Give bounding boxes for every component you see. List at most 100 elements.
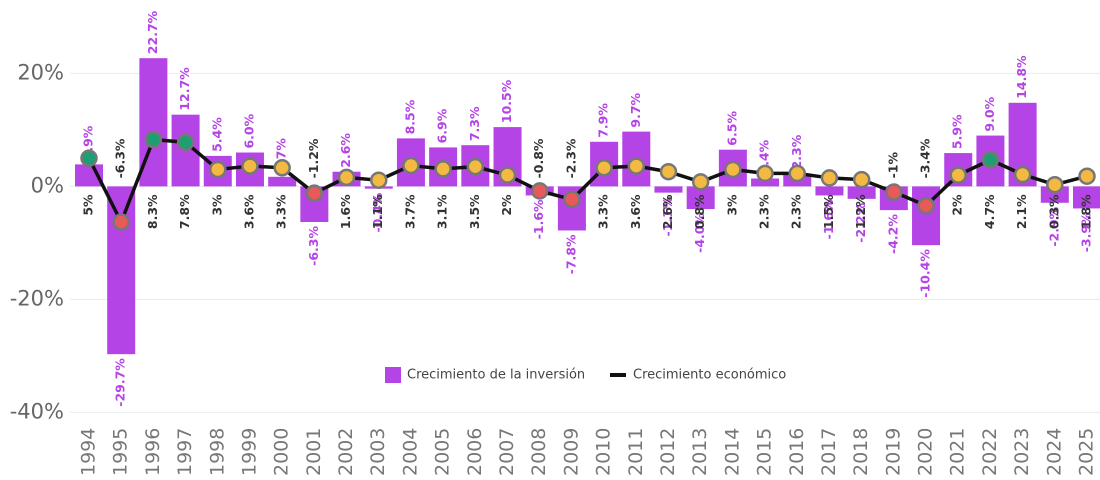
point bbox=[273, 159, 291, 177]
point bbox=[981, 151, 1000, 169]
bar-value-label: -3.9% bbox=[1079, 212, 1094, 252]
point bbox=[756, 164, 774, 183]
x-tick-label: 2013 bbox=[689, 428, 711, 476]
x-tick-label: 2011 bbox=[625, 428, 647, 476]
line-value-label: 3% bbox=[724, 194, 739, 216]
line-value-label: 2.3% bbox=[757, 194, 772, 229]
bar-value-label: -1.6% bbox=[531, 199, 546, 239]
bar-value-label: 2.6% bbox=[338, 133, 353, 168]
bar bbox=[815, 186, 844, 196]
x-tick-label: 1996 bbox=[142, 428, 164, 476]
x-tick-label: 2000 bbox=[271, 428, 293, 476]
bar bbox=[268, 176, 297, 187]
line-value-label: 3.3% bbox=[274, 194, 289, 229]
x-tick-label: 2010 bbox=[593, 428, 615, 476]
x-tick-label: 2016 bbox=[786, 428, 808, 476]
x-tick-label: 2004 bbox=[399, 428, 421, 476]
point bbox=[885, 183, 903, 201]
bar-value-label: -29.7% bbox=[113, 358, 128, 407]
point bbox=[724, 160, 742, 179]
point bbox=[563, 190, 581, 209]
bar bbox=[751, 178, 780, 187]
bar-value-label: 9.7% bbox=[628, 92, 643, 127]
point bbox=[466, 157, 485, 176]
bar-value-label: 7.3% bbox=[467, 106, 482, 141]
line-value-label: 1.2% bbox=[853, 194, 868, 229]
line-value-label: 7.8% bbox=[177, 194, 192, 229]
point bbox=[176, 133, 195, 152]
bar bbox=[1073, 186, 1100, 209]
point bbox=[530, 182, 549, 200]
x-tick-label: 2023 bbox=[1011, 428, 1033, 476]
bar-value-label: -1.6% bbox=[821, 199, 836, 239]
bar-value-label: 5.4% bbox=[209, 117, 224, 152]
point bbox=[144, 130, 163, 149]
bar bbox=[686, 186, 715, 209]
bar-value-label: -0.4% bbox=[370, 192, 385, 232]
line-value-label: 4.7% bbox=[982, 194, 997, 229]
x-tick-label: 2012 bbox=[657, 428, 679, 476]
x-tick-label: 1994 bbox=[78, 428, 100, 476]
x-tick-label: 2018 bbox=[850, 428, 872, 476]
bar-value-label: 22.7% bbox=[145, 10, 160, 54]
point bbox=[1078, 167, 1096, 185]
x-tick-label: 2005 bbox=[432, 428, 454, 476]
x-tick-label: 2020 bbox=[915, 428, 937, 476]
y-tick-label: 20% bbox=[17, 60, 64, 84]
x-tick-label: 2003 bbox=[367, 428, 389, 476]
x-tick-label: 2014 bbox=[721, 428, 743, 476]
x-tick-label: 2009 bbox=[560, 428, 582, 476]
bar-value-label: 6.0% bbox=[241, 113, 256, 148]
y-tick-label: 0% bbox=[31, 173, 64, 197]
x-tick-label: 1998 bbox=[206, 428, 228, 476]
line-value-label: -6.3% bbox=[113, 138, 128, 178]
point bbox=[820, 169, 839, 187]
x-tick-label: 2024 bbox=[1043, 428, 1065, 476]
point bbox=[498, 166, 517, 184]
bar-value-label: 10.5% bbox=[499, 79, 514, 123]
point bbox=[112, 213, 130, 231]
line-value-label: 2% bbox=[499, 194, 514, 216]
bar-value-label: -2.9% bbox=[1046, 206, 1061, 246]
bar bbox=[654, 186, 683, 193]
bar-value-label: 2.3% bbox=[789, 134, 804, 169]
x-tick-label: 2025 bbox=[1076, 428, 1098, 476]
bar-value-label: 5.9% bbox=[950, 114, 965, 149]
x-tick-label: 1997 bbox=[174, 428, 196, 476]
point bbox=[402, 156, 420, 175]
point bbox=[80, 149, 98, 167]
bar-value-label: -4.0% bbox=[692, 213, 707, 253]
line-value-label: 3.6% bbox=[628, 194, 643, 229]
legend-label: Crecimiento económico bbox=[633, 368, 786, 383]
bar-value-label: -6.3% bbox=[306, 226, 321, 266]
line-value-label: 1.5% bbox=[821, 194, 836, 229]
x-tick-label: 2021 bbox=[947, 428, 969, 476]
x-tick-label: 2008 bbox=[528, 428, 550, 476]
point bbox=[337, 168, 356, 187]
bar-value-label: -2.2% bbox=[853, 202, 868, 242]
line-value-label: 3.5% bbox=[467, 194, 482, 229]
line-value-label: 1.1% bbox=[370, 194, 385, 229]
bar-value-label: 9.0% bbox=[982, 96, 997, 131]
point bbox=[434, 160, 452, 178]
legend-label: Crecimiento de la inversión bbox=[407, 368, 585, 383]
point bbox=[788, 164, 807, 183]
x-tick-label: 2022 bbox=[979, 428, 1001, 476]
line-value-label: 3.7% bbox=[402, 194, 417, 229]
line-value-label: -0.8% bbox=[531, 138, 546, 178]
x-tick-label: 1999 bbox=[238, 428, 260, 476]
y-tick-label: -20% bbox=[10, 286, 64, 310]
line-value-label: 2.3% bbox=[789, 194, 804, 229]
x-tick-label: 2019 bbox=[882, 428, 904, 476]
point bbox=[1046, 175, 1064, 194]
x-tick-label: 2002 bbox=[335, 428, 357, 476]
line-value-label: 0.3% bbox=[1046, 194, 1061, 229]
y-tick-label: -40% bbox=[10, 399, 64, 423]
line-value-label: 3% bbox=[209, 194, 224, 216]
point bbox=[627, 157, 646, 175]
point bbox=[1013, 165, 1032, 184]
bar-value-label: -4.2% bbox=[885, 214, 900, 254]
point bbox=[305, 184, 324, 202]
bar-value-label: 12.7% bbox=[177, 67, 192, 111]
line-value-label: 8.3% bbox=[145, 194, 160, 229]
